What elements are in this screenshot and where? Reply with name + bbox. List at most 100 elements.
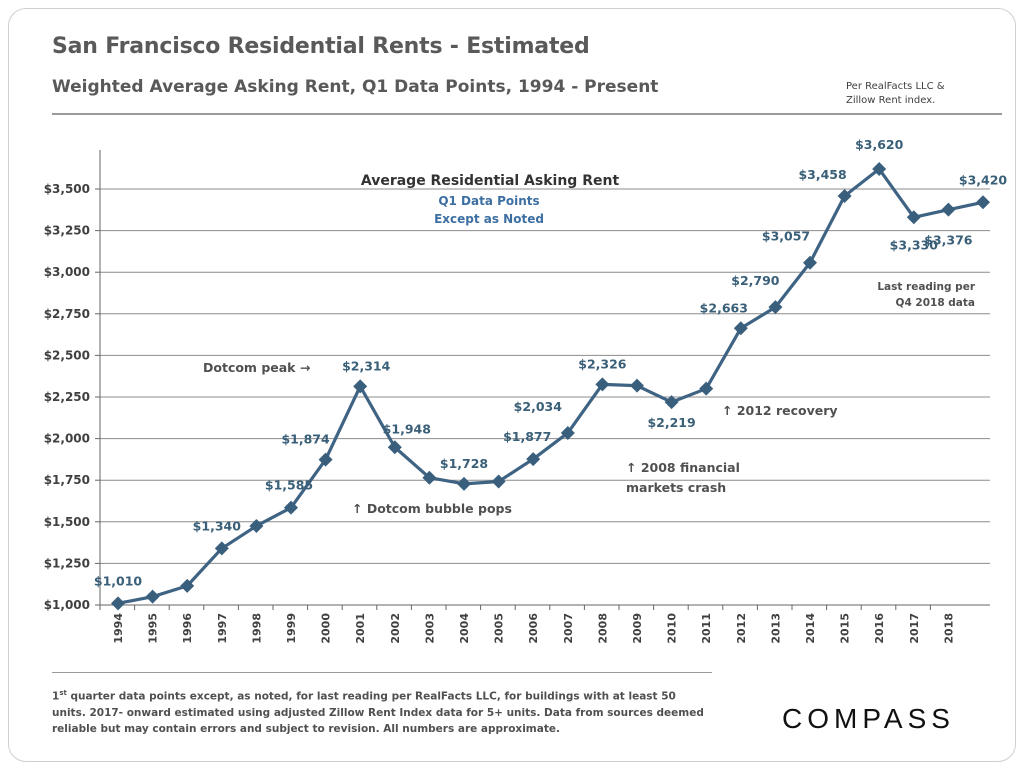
x-tick-label: 2007: [562, 613, 575, 644]
data-point: [180, 578, 195, 593]
x-tick-label: 2016: [873, 613, 886, 644]
x-tick-label: 2002: [389, 613, 402, 644]
data-label: $2,790: [731, 273, 780, 288]
y-tick-label: $1,750: [44, 473, 90, 487]
data-label: $1,010: [94, 573, 143, 588]
data-label: $2,219: [647, 415, 695, 430]
annotation-crash-line-2: markets crash: [626, 480, 726, 495]
annotation-dotcom-pops: ↑ Dotcom bubble pops: [352, 501, 512, 516]
data-label: $1,948: [383, 421, 431, 436]
data-point: [976, 195, 990, 210]
data-point: [906, 210, 921, 225]
x-tick-label: 2013: [769, 613, 782, 644]
x-tick-label: 2005: [493, 613, 506, 644]
data-point: [630, 378, 644, 393]
y-tick-label: $2,750: [44, 307, 90, 321]
data-label: $1,877: [503, 429, 551, 444]
x-tick-label: 1999: [285, 613, 298, 644]
footnote-number: 1: [52, 690, 60, 703]
data-label: $3,376: [924, 233, 973, 248]
data-label: $3,420: [959, 172, 1008, 187]
x-tick-label: 2004: [458, 613, 471, 644]
data-point: [111, 596, 125, 611]
y-tick-label: $3,500: [44, 182, 90, 196]
footnote: 1st quarter data points except, as noted…: [52, 685, 712, 737]
data-point: [803, 255, 817, 270]
chart-inner-title: Average Residential Asking Rent: [361, 173, 620, 189]
x-tick-label: 2017: [908, 613, 921, 644]
data-point: [387, 440, 402, 455]
data-label: $1,340: [193, 518, 242, 533]
x-tick-label: 2000: [320, 613, 333, 644]
data-point: [249, 518, 264, 533]
source-line-1: Per RealFacts LLC &: [846, 81, 945, 92]
data-point: [422, 470, 437, 485]
x-tick-label: 2018: [942, 613, 955, 644]
x-tick-label: 2006: [527, 613, 540, 644]
annotation-last-reading-1: Last reading per: [877, 281, 975, 293]
footnote-text: quarter data points except, as noted, fo…: [52, 690, 704, 735]
data-point: [491, 474, 506, 489]
source-line-2: Zillow Rent index.: [846, 95, 936, 106]
y-tick-label: $3,250: [44, 224, 90, 238]
compass-logo: COMPASS: [782, 703, 955, 734]
data-label: $2,326: [578, 356, 627, 371]
x-tick-label: 2001: [354, 613, 367, 644]
data-label: $1,585: [265, 478, 313, 493]
data-point: [353, 379, 368, 394]
page-title: San Francisco Residential Rents - Estima…: [52, 34, 590, 59]
x-tick-label: 2009: [631, 613, 644, 644]
data-label: $3,330: [890, 237, 939, 252]
footer-divider: [52, 672, 712, 673]
data-point: [837, 188, 852, 203]
data-point: [318, 452, 333, 467]
data-point: [664, 395, 679, 410]
chart-inner-subtitle-1: Q1 Data Points: [438, 194, 539, 208]
x-tick-label: 2011: [700, 613, 713, 644]
data-point: [941, 202, 956, 217]
x-tick-label: 1996: [181, 613, 194, 644]
series-line: [117, 167, 984, 605]
y-tick-label: $1,500: [44, 515, 90, 529]
x-tick-label: 1994: [112, 613, 125, 644]
header-divider: [52, 113, 1002, 115]
x-tick-label: 2008: [596, 613, 609, 644]
data-label: $3,458: [798, 167, 846, 182]
data-point: [733, 321, 748, 336]
data-point: [457, 476, 471, 491]
x-tick-label: 1998: [250, 613, 263, 644]
data-label: $1,874: [281, 432, 330, 447]
y-tick-label: $2,250: [44, 390, 90, 404]
page-subtitle: Weighted Average Asking Rent, Q1 Data Po…: [52, 77, 659, 97]
y-tick-label: $1,250: [44, 556, 90, 570]
x-tick-label: 1995: [147, 613, 160, 644]
annotation-dotcom-peak: Dotcom peak →: [203, 360, 310, 375]
x-tick-label: 2010: [666, 613, 679, 644]
annotation-2012-recovery: ↑ 2012 recovery: [722, 403, 838, 418]
chart-inner-subtitle-2: Except as Noted: [434, 212, 544, 226]
y-tick-label: $3,000: [44, 265, 90, 279]
data-point: [526, 452, 541, 467]
data-label: $3,620: [855, 137, 904, 152]
data-point: [284, 500, 298, 515]
data-point: [699, 381, 714, 396]
y-tick-label: $2,000: [44, 432, 90, 446]
y-tick-label: $1,000: [44, 598, 90, 612]
data-label: $2,314: [342, 358, 391, 373]
data-point: [145, 589, 160, 604]
data-point: [768, 300, 783, 315]
data-label: $2,034: [514, 399, 563, 414]
slide-card: [8, 8, 1016, 762]
data-label: $3,057: [762, 229, 810, 244]
data-point: [872, 162, 887, 177]
data-label: $2,663: [700, 300, 748, 315]
x-tick-label: 2012: [735, 613, 748, 644]
y-tick-label: $2,500: [44, 348, 90, 362]
annotation-crash-line-1: ↑ 2008 financial: [626, 460, 740, 475]
x-tick-label: 2014: [804, 613, 817, 644]
x-tick-label: 2015: [839, 613, 852, 644]
source-note: Per RealFacts LLC & Zillow Rent index.: [846, 80, 976, 108]
data-point: [560, 425, 575, 440]
data-point: [214, 541, 229, 556]
